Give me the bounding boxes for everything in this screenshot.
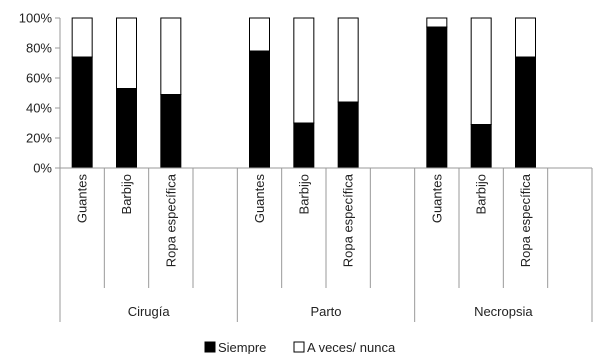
bar-siempre bbox=[515, 56, 536, 169]
y-tick-label: 20% bbox=[26, 131, 52, 146]
legend: Siempre A veces/ nunca bbox=[204, 340, 396, 354]
bar-a-veces-nunca bbox=[293, 17, 315, 124]
y-tick-label: 80% bbox=[26, 41, 52, 56]
bar-a-veces-nunca bbox=[426, 17, 448, 28]
legend-swatch bbox=[293, 341, 305, 353]
bar-siempre bbox=[470, 124, 492, 169]
y-axis: 0% 20% 40% 60% 80% 100% bbox=[19, 11, 61, 176]
legend-label: Siempre bbox=[218, 340, 266, 354]
bar-a-veces-nunca bbox=[116, 17, 137, 89]
category-label: Barbijo bbox=[119, 174, 134, 214]
category-label: Guantes bbox=[429, 174, 444, 224]
legend-swatch bbox=[204, 341, 216, 353]
category-label: Barbijo bbox=[296, 174, 311, 214]
bar-siempre bbox=[337, 101, 359, 169]
category-label: Ropa específica bbox=[518, 173, 533, 267]
group-label: Cirugía bbox=[128, 304, 171, 319]
category-label: Barbijo bbox=[474, 174, 489, 214]
bars bbox=[71, 17, 536, 169]
bar-a-veces-nunca bbox=[515, 17, 536, 58]
bar-a-veces-nunca bbox=[470, 17, 492, 125]
bar-siempre bbox=[71, 56, 93, 169]
bar-siempre bbox=[293, 122, 315, 169]
bar-a-veces-nunca bbox=[249, 17, 270, 52]
y-tick-label: 0% bbox=[33, 161, 52, 176]
bar-a-veces-nunca bbox=[71, 17, 93, 58]
bar-a-veces-nunca bbox=[160, 17, 182, 95]
y-tick-label: 100% bbox=[19, 11, 53, 26]
category-label: Ropa específica bbox=[163, 173, 178, 267]
group-label: Necropsia bbox=[474, 304, 533, 319]
x-axis: Guantes Barbijo Ropa específica Cirugía Guan… bbox=[59, 167, 593, 322]
bar-siempre bbox=[426, 26, 448, 169]
bar-a-veces-nunca bbox=[337, 17, 359, 103]
y-tick-label: 60% bbox=[26, 71, 52, 86]
legend-label: A veces/ nunca bbox=[307, 340, 396, 354]
y-tick-label: 40% bbox=[26, 101, 52, 116]
category-label: Guantes bbox=[252, 174, 267, 224]
bar-siempre bbox=[249, 50, 270, 169]
bar-siempre bbox=[160, 94, 182, 169]
bar-siempre bbox=[116, 88, 137, 169]
category-label: Ropa específica bbox=[341, 173, 356, 267]
category-label: Guantes bbox=[75, 174, 90, 224]
group-label: Parto bbox=[310, 304, 341, 319]
